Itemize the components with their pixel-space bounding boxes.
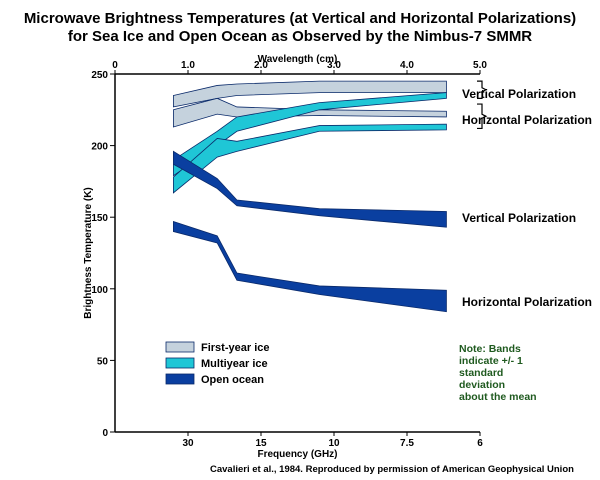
labels-layer: Vertical Polarization Horizontal Polariza…: [165, 80, 592, 403]
note-line: deviation: [459, 379, 505, 391]
bottom-tick-label: 6: [477, 438, 483, 449]
top-tick-label: 2.0: [254, 60, 268, 71]
y-tick-label: 250: [91, 70, 108, 81]
top-tick-label: 1.0: [181, 60, 195, 71]
top-tick-label: 5.0: [473, 60, 487, 71]
y-tick-label: 0: [102, 428, 108, 439]
bottom-tick-label: 15: [255, 438, 267, 449]
legend-label: Open ocean: [201, 374, 264, 386]
label-ice-horizontal: Horizontal Polarization: [462, 113, 592, 127]
x2-axis-title: Wavelength (cm): [258, 54, 338, 65]
y-tick-label: 50: [97, 356, 109, 367]
bottom-tick-label: 10: [328, 438, 340, 449]
label-ice-vertical: Vertical Polarization: [462, 87, 576, 101]
note-line: indicate +/- 1: [459, 355, 523, 367]
note-line: standard: [459, 367, 503, 379]
note-line: Note: Bands: [459, 343, 521, 355]
label-ocean-vertical: Vertical Polarization: [462, 211, 576, 225]
band-open-oceanvertical: [172, 150, 447, 228]
legend-label: Multiyear ice: [201, 358, 268, 370]
source-credit: Cavalieri et al., 1984. Reproduced by pe…: [210, 464, 574, 475]
note-line: about the mean: [459, 391, 537, 403]
bottom-tick-label: 7.5: [400, 438, 414, 449]
label-ocean-horizontal: Horizontal Polarization: [462, 295, 592, 309]
axes-layer: 0 50 100 150 200 250 0 1.0 2.0 3.0 4.0 5.0 Wavelengt…: [83, 54, 487, 460]
legend-label: First-year ice: [201, 342, 269, 354]
bracket-ice-horizontal: [477, 103, 488, 130]
top-tick-label: 3.0: [327, 60, 341, 71]
top-tick-label: 4.0: [400, 60, 414, 71]
y-tick-label: 150: [91, 213, 108, 224]
bottom-tick-label: 30: [182, 438, 194, 449]
x-axis-title: Frequency (GHz): [257, 449, 337, 460]
legend-swatch: [165, 341, 195, 353]
y-tick-label: 100: [91, 285, 108, 296]
y-axis-title: Brightness Temperature (K): [83, 187, 94, 319]
chart-title-line-1: Microwave Brightness Temperatures (at Ve…: [23, 10, 577, 27]
legend-swatch: [165, 373, 195, 385]
band-open-oceanhorizontal: [172, 220, 447, 313]
legend-swatch: [165, 357, 195, 369]
y-tick-label: 200: [91, 142, 108, 153]
top-tick-label: 0: [112, 60, 118, 71]
bands-layer: [172, 80, 447, 313]
bracket-ice-vertical: [477, 80, 488, 99]
band-multiyear-icehorizontal: [172, 123, 447, 194]
chart-title-line-2: for Sea Ice and Open Ocean as Observed b…: [67, 28, 533, 45]
